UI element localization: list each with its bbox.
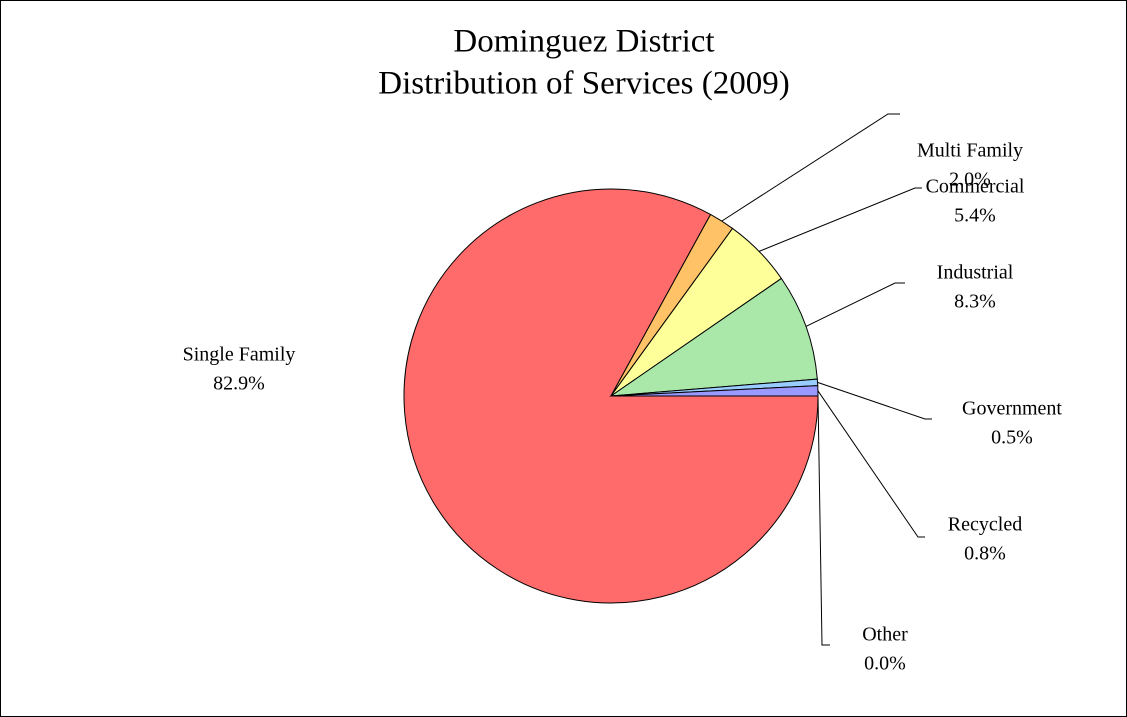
slice-value-label: 0.8% bbox=[964, 543, 1006, 565]
slice-label: Commercial bbox=[926, 176, 1025, 198]
leader-line bbox=[817, 381, 932, 420]
slice-value-label: 0.5% bbox=[991, 427, 1033, 449]
slice-value-label: 0.0% bbox=[864, 653, 906, 675]
slice-label: Government bbox=[962, 398, 1062, 420]
slice-value-label: 2.0% bbox=[949, 169, 991, 191]
leader-line bbox=[817, 390, 925, 538]
chart-title: Dominguez District bbox=[453, 24, 714, 60]
slice-value-label: 8.3% bbox=[954, 291, 996, 313]
leader-line bbox=[817, 395, 830, 646]
pie-slice bbox=[609, 277, 818, 397]
slice-label: Multi Family bbox=[917, 140, 1023, 162]
slice-label: Industrial bbox=[937, 262, 1014, 284]
leader-line bbox=[758, 187, 922, 252]
chart-title: Distribution of Services (2009) bbox=[378, 66, 790, 102]
slice-label: Single Family bbox=[183, 344, 296, 366]
slice-value-label: 5.4% bbox=[954, 205, 996, 227]
leader-line bbox=[721, 113, 900, 222]
leader-line bbox=[805, 282, 905, 327]
slice-label: Recycled bbox=[948, 514, 1022, 536]
slice-value-label: 82.9% bbox=[213, 373, 265, 395]
slice-label: Other bbox=[862, 624, 908, 646]
